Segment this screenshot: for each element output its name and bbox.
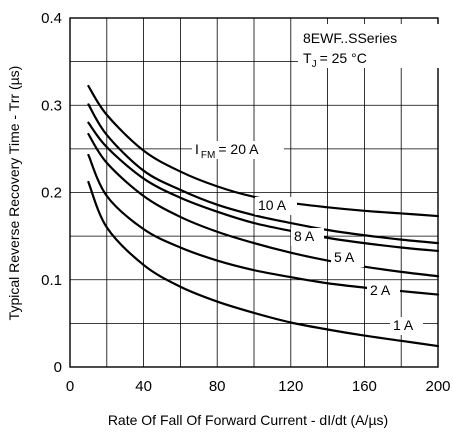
curve-label-background xyxy=(331,249,364,267)
series-curve xyxy=(87,132,440,278)
x-tick-label: 200 xyxy=(425,378,450,395)
junction-temp-symbol: T xyxy=(303,50,312,66)
junction-temp-value: = 25 °C xyxy=(320,50,367,66)
junction-temp: TJ = 25 °C xyxy=(303,50,367,70)
info-box: 8EWF..SSeries TJ = 25 °C xyxy=(298,24,444,70)
curve-label: I FM = 20 A xyxy=(195,141,259,161)
y-tick-label: 0.3 xyxy=(41,97,62,114)
y-axis-label: Typical Reverse Recovery Time - Trr (µs) xyxy=(6,66,22,321)
curve-label-sub: FM xyxy=(201,150,215,161)
info-box-background xyxy=(298,24,444,68)
y-tick-label: 0.1 xyxy=(41,272,62,289)
x-tick-labels: 0 40 80 120 160 200 xyxy=(66,378,451,395)
y-tick-labels: 0 0.1 0.2 0.3 0.4 xyxy=(41,10,62,376)
y-tick-label: 0 xyxy=(54,359,62,376)
junction-temp-sub: J xyxy=(312,59,317,70)
curve-label: 2 A xyxy=(370,282,391,298)
series-curve xyxy=(87,103,440,245)
curve-label-background xyxy=(390,317,423,335)
series-name: 8EWF..SSeries xyxy=(303,30,397,46)
curve-label-background xyxy=(192,141,284,159)
y-tick-label: 0.4 xyxy=(41,10,62,27)
curves xyxy=(87,84,440,348)
curve-label-background xyxy=(367,282,400,300)
x-tick-label: 80 xyxy=(209,378,226,395)
x-axis-label: Rate Of Fall Of Forward Current - dI/dt … xyxy=(108,412,388,428)
series-curve xyxy=(87,121,440,253)
curve-label: 1 A xyxy=(393,317,414,333)
y-tick-label: 0.2 xyxy=(41,185,62,202)
curve-label-value: = 20 A xyxy=(218,141,259,157)
x-tick-label: 120 xyxy=(278,378,303,395)
series-curve xyxy=(87,180,440,348)
x-tick-label: 0 xyxy=(66,378,74,395)
series-curve xyxy=(87,84,440,218)
plot-frame xyxy=(69,17,439,368)
curve-labels: I FM = 20 A 10 A 8 A 5 A 2 A 1 A xyxy=(192,141,423,335)
curve-label: 8 A xyxy=(294,228,315,244)
curve-label-symbol: I xyxy=(195,141,199,157)
curve-label-background xyxy=(291,228,324,246)
x-tick-label: 160 xyxy=(352,378,377,395)
x-tick-label: 40 xyxy=(135,378,152,395)
curve-label: 5 A xyxy=(334,249,355,265)
curve-label-background xyxy=(255,197,297,215)
curve-label: 10 A xyxy=(258,197,287,213)
